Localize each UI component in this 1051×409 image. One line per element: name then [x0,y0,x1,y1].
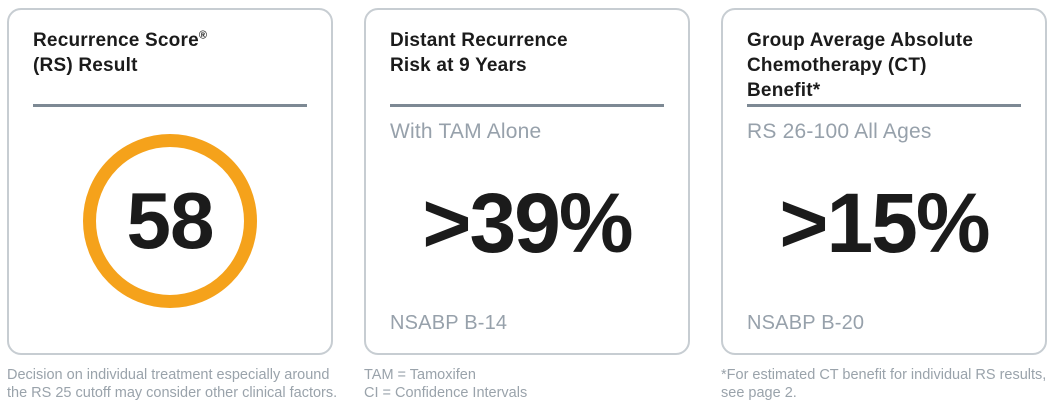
abbreviation-tam: TAM = Tamoxifen [364,367,476,383]
treatment-subtitle: With TAM Alone [390,120,542,143]
title-divider [747,104,1021,107]
distant-recurrence-risk-value: >39% [422,175,633,270]
title-line-1: Group Average Absolute [747,30,974,51]
score-circle: 58 [83,134,257,308]
title-divider [390,104,664,107]
recurrence-score-card: Recurrence Score® (RS) Result 58 [7,8,333,355]
study-source-label: NSABP B-20 [747,312,865,334]
recurrence-score-column: Recurrence Score® (RS) Result 58 Decisio… [7,8,337,402]
title-line-2: (RS) Result [33,55,138,76]
title-line-2: Risk at 9 Years [390,55,527,76]
distant-recurrence-title: Distant Recurrence Risk at 9 Years [390,28,664,104]
distant-recurrence-card: Distant Recurrence Risk at 9 Years With … [364,8,690,355]
rs-range-subtitle: RS 26-100 All Ages [747,120,932,143]
score-circle-area: 58 [33,107,307,335]
chemotherapy-benefit-card: Group Average Absolute Chemotherapy (CT)… [721,8,1047,355]
title-divider [33,104,307,107]
chemotherapy-benefit-title: Group Average Absolute Chemotherapy (CT)… [747,28,1021,104]
chemotherapy-benefit-column: Group Average Absolute Chemotherapy (CT)… [721,8,1047,402]
study-source-label: NSABP B-14 [390,312,508,334]
abbreviation-footnote: TAM = Tamoxifen CI = Confidence Interval… [364,366,704,402]
recurrence-score-title: Recurrence Score® (RS) Result [33,28,307,104]
title-line-2: Chemotherapy (CT) [747,55,927,76]
recurrence-score-value: 58 [126,176,215,265]
chemotherapy-benefit-value: >15% [779,175,990,270]
title-line-1: Recurrence Score [33,30,199,51]
recurrence-score-footnote: Decision on individual treatment especia… [7,367,338,401]
registered-trademark-symbol: ® [198,29,208,42]
abbreviation-ci: CI = Confidence Intervals [364,385,528,401]
title-line-3: Benefit* [747,80,821,101]
distant-recurrence-column: Distant Recurrence Risk at 9 Years With … [364,8,690,402]
title-line-1: Distant Recurrence [390,30,568,51]
ct-benefit-footnote: *For estimated CT benefit for individual… [721,367,1047,401]
